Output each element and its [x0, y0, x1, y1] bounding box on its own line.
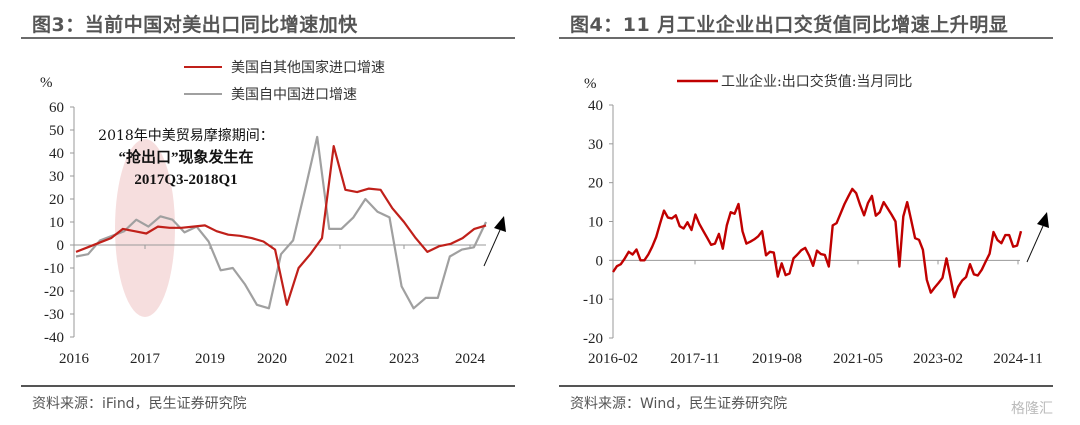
y-axis-unit: % — [584, 76, 597, 92]
trend-arrow-shaft — [1026, 225, 1044, 263]
y-tick-label: -10 — [44, 261, 64, 277]
y-tick-label: 40 — [49, 146, 64, 162]
watermark-logo: 格隆汇 — [1011, 401, 1053, 417]
x-tick-label: 2017-11 — [670, 351, 719, 367]
trend-arrow-head — [494, 216, 506, 232]
highlight-ellipse — [115, 139, 175, 317]
y-tick-label: 50 — [49, 123, 64, 139]
x-tick-label: 2024 — [455, 351, 486, 367]
y-tick-label: 30 — [49, 169, 64, 185]
y-tick-label: 20 — [49, 192, 64, 208]
y-tick-label: 60 — [49, 100, 64, 116]
figure-3-panel: 图3：当前中国对美出口同比增速加快 60 50 40 30 20 10 0 -10 -20 -30… — [21, 14, 515, 412]
series-line — [612, 187, 1023, 299]
y-tick-label: 10 — [49, 215, 64, 231]
x-tick-label: 2021 — [325, 351, 355, 367]
x-tick-label: 2023 — [389, 351, 419, 367]
y-tick-label: 40 — [588, 98, 603, 114]
x-tick-label: 2024-11 — [993, 351, 1042, 367]
y-axis-unit: % — [40, 75, 53, 91]
legend-label: 美国自其他国家进口增速 — [231, 59, 385, 76]
y-tick-label: -10 — [583, 292, 603, 308]
source-rule — [559, 385, 1053, 387]
y-tick-label: 0 — [596, 253, 604, 269]
figure-3-source: 资料来源：iFind，民生证券研究院 — [32, 396, 247, 412]
title-rule — [21, 37, 515, 39]
legend-label: 工业企业:出口交货值:当月同比 — [721, 73, 912, 90]
annotation-line: “抢出口”现象发生在 — [118, 148, 253, 166]
source-rule — [21, 385, 515, 387]
x-tick-label: 2017 — [130, 351, 161, 367]
figure-4-source: 资料来源：Wind，民生证券研究院 — [570, 396, 788, 412]
y-tick-label: 10 — [588, 215, 603, 231]
figure-3-chart: 60 50 40 30 20 10 0 -10 -20 -30 -40% 2016 2017 2019 20… — [40, 59, 506, 367]
x-tick-label: 2019-08 — [752, 351, 802, 367]
title-rule — [559, 37, 1053, 39]
figure-3-title: 图3：当前中国对美出口同比增速加快 — [32, 14, 358, 36]
x-tick-label: 2016 — [59, 351, 90, 367]
figure-4-chart: 40 30 20 10 0 -10 -20% 2016-02 2017-11 2019-08 202… — [583, 73, 1049, 367]
figure-4-panel: 图4：11 月工业企业出口交货值同比增速上升明显 40 30 20 10 0 -10 -20… — [540, 0, 1080, 425]
figure-4-title: 图4：11 月工业企业出口交货值同比增速上升明显 — [570, 14, 1009, 36]
trend-arrow-head — [1037, 212, 1049, 228]
y-tick-label: -30 — [44, 307, 64, 323]
x-tick-label: 2016-02 — [588, 351, 638, 367]
y-tick-label: 0 — [57, 238, 65, 254]
x-tick-label: 2020 — [257, 351, 287, 367]
y-tick-label: -20 — [583, 331, 603, 347]
y-tick-label: -20 — [44, 284, 64, 300]
legend-label: 美国自中国进口增速 — [231, 87, 357, 103]
trend-arrow-shaft — [483, 229, 501, 267]
annotation-line: 2018年中美贸易摩擦期间： — [98, 127, 274, 144]
x-tick-label: 2023-02 — [913, 351, 963, 367]
series-line — [75, 144, 487, 306]
x-tick-label: 2019 — [195, 351, 225, 367]
y-tick-label: -40 — [44, 330, 64, 346]
y-tick-label: 30 — [588, 137, 603, 153]
y-tick-label: 20 — [588, 176, 603, 192]
annotation-line: 2017Q3-2018Q1 — [134, 172, 237, 188]
x-tick-label: 2021-05 — [833, 351, 883, 367]
series-line — [75, 135, 487, 310]
